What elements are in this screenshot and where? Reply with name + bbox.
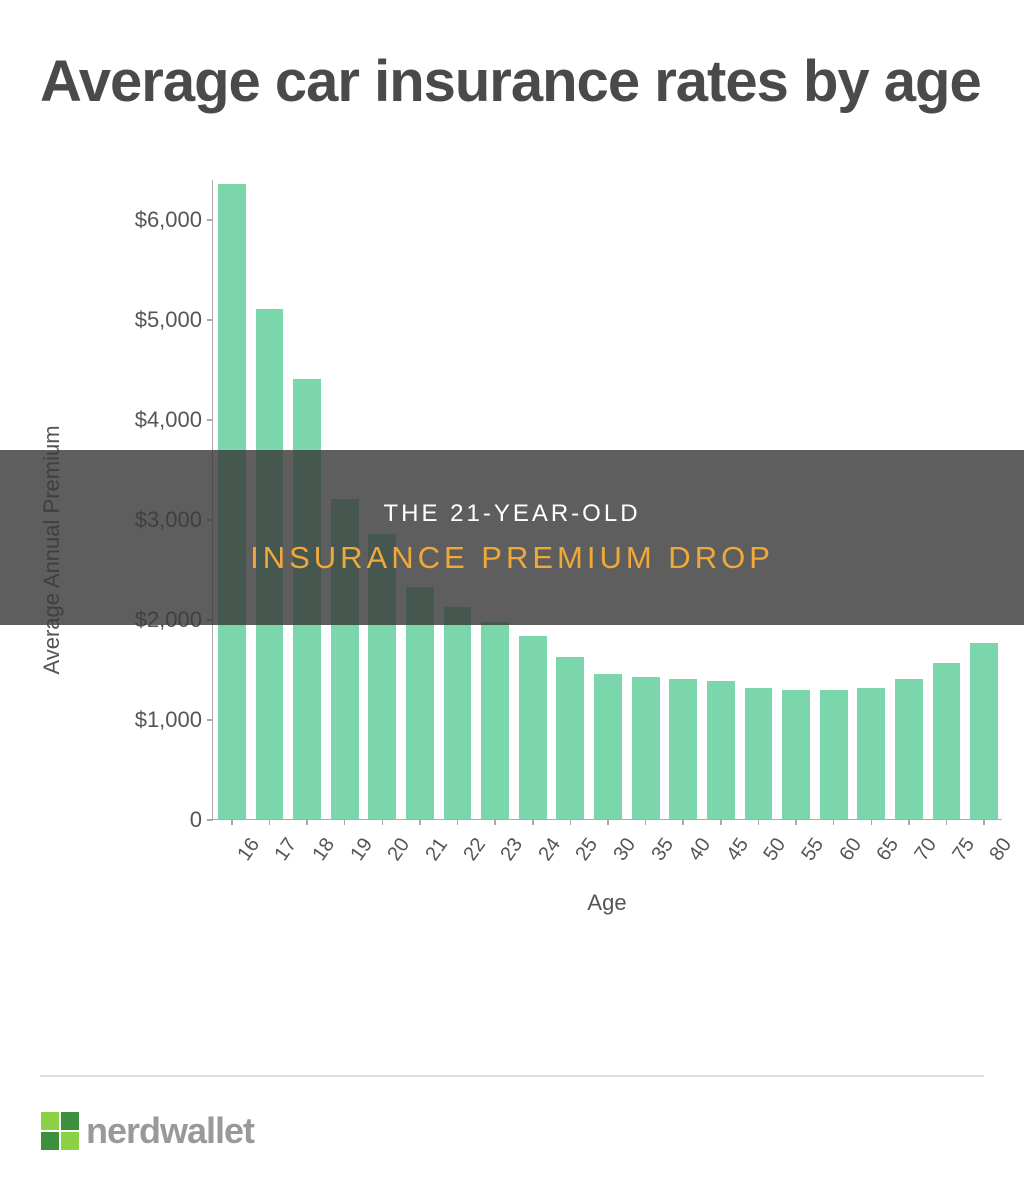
bar <box>782 690 810 819</box>
bar <box>857 688 885 819</box>
brand-logo: nerdwallet <box>40 1110 254 1152</box>
x-tick-label: 65 <box>873 834 905 865</box>
x-tick-label: 80 <box>986 834 1018 865</box>
x-tick-label: 21 <box>421 834 453 865</box>
bar <box>970 643 998 819</box>
page-title: Average car insurance rates by age <box>40 50 984 115</box>
x-axis-label: Age <box>212 890 1002 916</box>
x-tick-label: 18 <box>308 834 340 865</box>
headline-overlay: THE 21-YEAR-OLD INSURANCE PREMIUM DROP <box>0 450 1024 625</box>
x-tick-label: 55 <box>797 834 829 865</box>
x-tick-label: 70 <box>910 834 942 865</box>
x-tick-label: 19 <box>346 834 378 865</box>
page: Average car insurance rates by age Avera… <box>0 0 1024 1178</box>
x-tick-label: 16 <box>233 834 265 865</box>
bar <box>933 663 961 819</box>
x-tick-label: 17 <box>271 834 303 865</box>
bar <box>556 657 584 819</box>
footer-divider <box>40 1075 984 1077</box>
x-axis-ticks: 1617181920212223242530354045505560657075… <box>212 828 1002 878</box>
brand-icon <box>40 1111 80 1151</box>
y-tick-label: $5,000 <box>92 307 202 333</box>
bar <box>632 677 660 819</box>
bar <box>669 679 697 819</box>
y-tick-label: $4,000 <box>92 407 202 433</box>
y-tick-label: 0 <box>92 807 202 833</box>
x-tick-label: 50 <box>760 834 792 865</box>
brand-name: nerdwallet <box>86 1110 254 1152</box>
bar <box>820 690 848 819</box>
y-tick-label: $6,000 <box>92 207 202 233</box>
x-tick-label: 75 <box>948 834 980 865</box>
x-tick-label: 45 <box>722 834 754 865</box>
x-tick-label: 25 <box>572 834 604 865</box>
overlay-title: INSURANCE PREMIUM DROP <box>250 540 774 576</box>
bar <box>519 636 547 819</box>
x-tick-label: 60 <box>835 834 867 865</box>
y-tick-label: $1,000 <box>92 707 202 733</box>
bar <box>594 674 622 819</box>
x-tick-label: 40 <box>685 834 717 865</box>
bar <box>444 607 472 819</box>
x-tick-label: 23 <box>497 834 529 865</box>
bar <box>895 679 923 819</box>
x-tick-label: 35 <box>647 834 679 865</box>
x-tick-label: 22 <box>459 834 491 865</box>
overlay-subtitle: THE 21-YEAR-OLD <box>383 500 640 528</box>
x-tick-label: 24 <box>534 834 566 865</box>
bar <box>707 681 735 819</box>
x-tick-label: 30 <box>609 834 641 865</box>
bar <box>481 622 509 819</box>
bar <box>745 688 773 819</box>
x-tick-label: 20 <box>384 834 416 865</box>
